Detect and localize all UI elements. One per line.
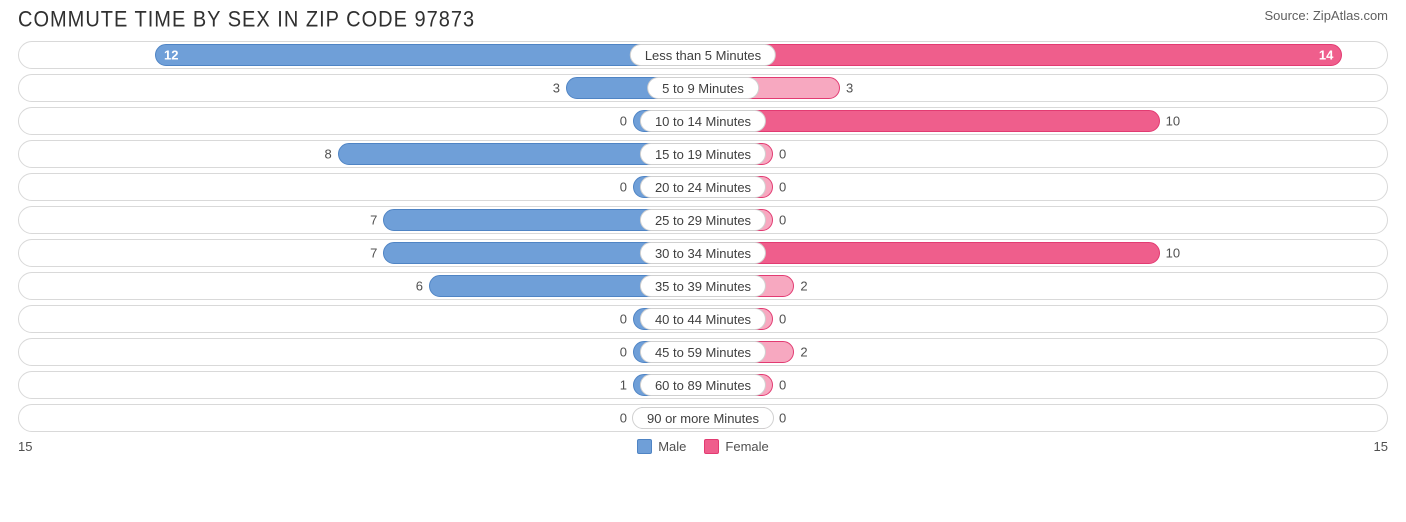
male-value: 7 xyxy=(370,246,377,261)
male-value: 0 xyxy=(620,180,627,195)
male-value: 0 xyxy=(620,411,627,426)
legend-male-label: Male xyxy=(658,439,686,454)
footer: 15 Male Female 15 xyxy=(0,437,1406,454)
data-row: 12 14 Less than 5 Minutes xyxy=(18,41,1388,69)
male-value: 6 xyxy=(416,279,423,294)
header: COMMUTE TIME BY SEX IN ZIP CODE 97873 So… xyxy=(0,0,1406,35)
data-row: 3 3 5 to 9 Minutes xyxy=(18,74,1388,102)
axis-right-max: 15 xyxy=(1374,439,1388,454)
axis-left-max: 15 xyxy=(18,439,32,454)
female-value: 10 xyxy=(1166,114,1180,129)
female-value: 0 xyxy=(779,411,786,426)
data-row: 1 0 60 to 89 Minutes xyxy=(18,371,1388,399)
female-bar xyxy=(703,110,1160,132)
female-value: 3 xyxy=(846,81,853,96)
male-bar: 12 xyxy=(155,44,703,66)
male-value: 0 xyxy=(620,345,627,360)
chart-area: 1214Less than 5 Minutes335 to 9 Minutes0… xyxy=(0,35,1406,432)
legend: Male Female xyxy=(637,439,769,454)
female-value: 2 xyxy=(800,345,807,360)
category-label: 35 to 39 Minutes xyxy=(640,275,766,297)
female-value: 0 xyxy=(779,147,786,162)
source-label: Source: ZipAtlas.com xyxy=(1264,8,1388,23)
female-bar: 14 xyxy=(703,44,1342,66)
male-value: 7 xyxy=(370,213,377,228)
data-row: 7 10 30 to 34 Minutes xyxy=(18,239,1388,267)
category-label: 15 to 19 Minutes xyxy=(640,143,766,165)
data-row: 7 0 25 to 29 Minutes xyxy=(18,206,1388,234)
category-label: 20 to 24 Minutes xyxy=(640,176,766,198)
female-value: 2 xyxy=(800,279,807,294)
legend-female-label: Female xyxy=(725,439,768,454)
data-row: 0 2 45 to 59 Minutes xyxy=(18,338,1388,366)
data-row: 8 0 15 to 19 Minutes xyxy=(18,140,1388,168)
male-swatch-icon xyxy=(637,439,652,454)
category-label: 90 or more Minutes xyxy=(632,407,774,429)
male-value: 12 xyxy=(164,48,178,63)
female-value: 14 xyxy=(1319,48,1333,63)
category-label: 60 to 89 Minutes xyxy=(640,374,766,396)
category-label: 30 to 34 Minutes xyxy=(640,242,766,264)
category-label: 5 to 9 Minutes xyxy=(647,77,759,99)
category-label: 25 to 29 Minutes xyxy=(640,209,766,231)
data-row: 0 0 90 or more Minutes xyxy=(18,404,1388,432)
category-label: 45 to 59 Minutes xyxy=(640,341,766,363)
data-row: 6 2 35 to 39 Minutes xyxy=(18,272,1388,300)
male-value: 0 xyxy=(620,312,627,327)
female-bar xyxy=(703,242,1160,264)
category-label: 40 to 44 Minutes xyxy=(640,308,766,330)
chart-title: COMMUTE TIME BY SEX IN ZIP CODE 97873 xyxy=(18,8,475,33)
category-label: 10 to 14 Minutes xyxy=(640,110,766,132)
data-row: 0 0 20 to 24 Minutes xyxy=(18,173,1388,201)
legend-item-male: Male xyxy=(637,439,686,454)
female-value: 0 xyxy=(779,378,786,393)
male-value: 8 xyxy=(324,147,331,162)
female-value: 0 xyxy=(779,180,786,195)
female-swatch-icon xyxy=(704,439,719,454)
female-value: 10 xyxy=(1166,246,1180,261)
male-value: 1 xyxy=(620,378,627,393)
data-row: 0 0 40 to 44 Minutes xyxy=(18,305,1388,333)
female-value: 0 xyxy=(779,213,786,228)
data-row: 0 10 10 to 14 Minutes xyxy=(18,107,1388,135)
legend-item-female: Female xyxy=(704,439,768,454)
male-value: 0 xyxy=(620,114,627,129)
male-value: 3 xyxy=(553,81,560,96)
female-value: 0 xyxy=(779,312,786,327)
category-label: Less than 5 Minutes xyxy=(630,44,776,66)
